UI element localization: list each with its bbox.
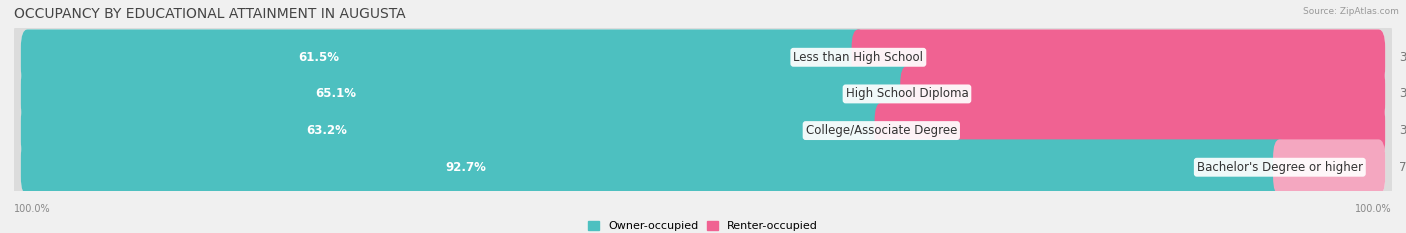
FancyBboxPatch shape xyxy=(13,90,1393,171)
Text: 63.2%: 63.2% xyxy=(307,124,347,137)
FancyBboxPatch shape xyxy=(13,127,1393,208)
Text: 34.9%: 34.9% xyxy=(1399,87,1406,100)
Text: 36.8%: 36.8% xyxy=(1399,124,1406,137)
Text: 7.3%: 7.3% xyxy=(1399,161,1406,174)
Text: 61.5%: 61.5% xyxy=(298,51,339,64)
FancyBboxPatch shape xyxy=(21,139,1385,195)
FancyBboxPatch shape xyxy=(21,29,1385,85)
Legend: Owner-occupied, Renter-occupied: Owner-occupied, Renter-occupied xyxy=(588,221,818,231)
FancyBboxPatch shape xyxy=(852,29,1385,85)
Text: College/Associate Degree: College/Associate Degree xyxy=(806,124,957,137)
FancyBboxPatch shape xyxy=(21,29,865,85)
Text: 100.0%: 100.0% xyxy=(14,204,51,214)
Text: Source: ZipAtlas.com: Source: ZipAtlas.com xyxy=(1303,7,1399,16)
FancyBboxPatch shape xyxy=(1272,139,1385,195)
FancyBboxPatch shape xyxy=(900,66,1385,122)
Text: Less than High School: Less than High School xyxy=(793,51,924,64)
FancyBboxPatch shape xyxy=(13,17,1393,98)
FancyBboxPatch shape xyxy=(21,103,889,158)
FancyBboxPatch shape xyxy=(21,66,914,122)
FancyBboxPatch shape xyxy=(21,103,1385,158)
Text: 92.7%: 92.7% xyxy=(446,161,486,174)
Text: OCCUPANCY BY EDUCATIONAL ATTAINMENT IN AUGUSTA: OCCUPANCY BY EDUCATIONAL ATTAINMENT IN A… xyxy=(14,7,406,21)
Text: High School Diploma: High School Diploma xyxy=(845,87,969,100)
FancyBboxPatch shape xyxy=(875,103,1385,158)
FancyBboxPatch shape xyxy=(21,139,1286,195)
FancyBboxPatch shape xyxy=(13,54,1393,134)
Text: Bachelor's Degree or higher: Bachelor's Degree or higher xyxy=(1197,161,1362,174)
FancyBboxPatch shape xyxy=(21,66,1385,122)
Text: 65.1%: 65.1% xyxy=(315,87,356,100)
Text: 38.5%: 38.5% xyxy=(1399,51,1406,64)
Text: 100.0%: 100.0% xyxy=(1355,204,1392,214)
